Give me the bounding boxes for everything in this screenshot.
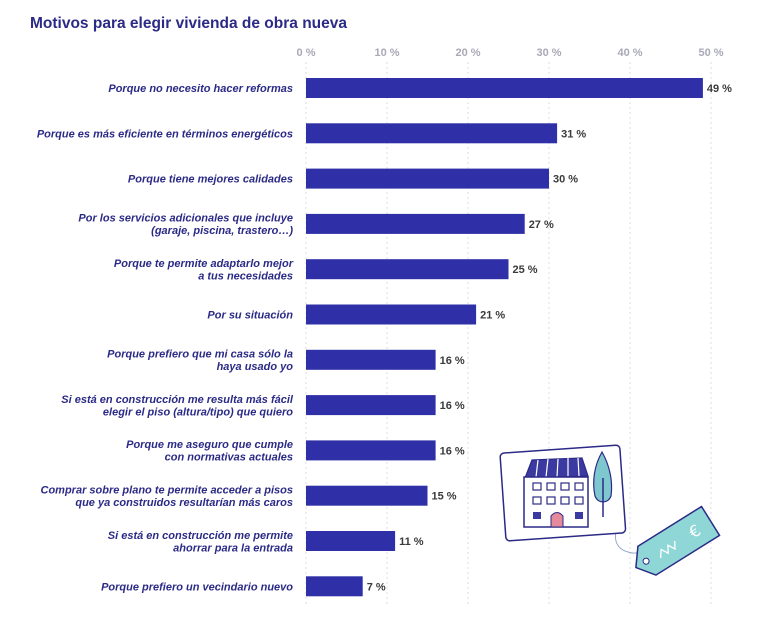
- value-label: 15 %: [432, 491, 457, 503]
- bar: [306, 78, 703, 98]
- price-tag-icon: [635, 505, 721, 576]
- bar: [306, 485, 428, 506]
- x-tick-label: 30 %: [536, 47, 561, 59]
- bar: [306, 440, 436, 461]
- category-label: a tus necesidades: [198, 270, 293, 282]
- value-label: 30 %: [553, 174, 578, 186]
- value-label: 16 %: [440, 445, 465, 457]
- category-label: Porque es más eficiente en términos ener…: [37, 128, 293, 140]
- x-tick-label: 50 %: [698, 47, 723, 59]
- category-label: Porque no necesito hacer reformas: [108, 83, 293, 95]
- category-label: (garaje, piscina, trastero…): [151, 225, 293, 237]
- bar: [306, 123, 558, 144]
- chart-title: Motivos para elegir vivienda de obra nue…: [30, 15, 347, 32]
- value-label: 31 %: [561, 128, 586, 140]
- x-tick-label: 10 %: [374, 47, 399, 59]
- category-label: con normativas actuales: [165, 452, 293, 464]
- door-icon: [550, 512, 564, 528]
- category-label: haya usado yo: [217, 361, 294, 373]
- value-label: 16 %: [440, 400, 465, 412]
- category-label: Comprar sobre plano te permite acceder a…: [41, 484, 293, 496]
- grid: [305, 62, 712, 604]
- bar: [306, 395, 436, 416]
- value-labels: 49 % 31 % 30 % 27 % 25 % 21 % 16 % 16 % 16 % 15 %…: [367, 83, 732, 593]
- x-tick-label: 20 %: [455, 47, 480, 59]
- category-label: Si está en construcción me resulta más f…: [61, 394, 294, 406]
- x-tick-label: 40 %: [617, 47, 642, 59]
- value-label: 27 %: [529, 219, 554, 231]
- value-label: 21 %: [480, 310, 505, 322]
- category-label: Por los servicios adicionales que incluy…: [78, 213, 293, 225]
- bar: [306, 349, 436, 370]
- category-label: Porque prefiero que mi casa sólo la: [107, 349, 293, 361]
- value-label: 49 %: [707, 83, 732, 95]
- value-label: 25 %: [513, 264, 538, 276]
- category-label: ahorrar para la entrada: [173, 542, 293, 554]
- bar: [306, 531, 396, 551]
- value-label: 16 %: [440, 355, 465, 367]
- house-price-tag-illustration: €: [499, 444, 721, 576]
- value-label: 11 %: [399, 536, 424, 548]
- category-label: elegir el piso (altura/tipo) que quiero: [103, 406, 293, 418]
- bars: [306, 78, 703, 597]
- category-label: Porque tiene mejores calidades: [128, 174, 293, 186]
- bar: [306, 168, 549, 189]
- bar: [306, 304, 477, 325]
- bar: [306, 259, 509, 280]
- category-label: Porque me aseguro que cumple: [126, 439, 293, 451]
- x-axis-ticks: 0 % 10 % 20 % 30 % 40 % 50 %: [297, 47, 724, 59]
- category-label: que ya construidos resultarían más caros: [75, 497, 293, 509]
- value-label: 7 %: [367, 581, 386, 593]
- category-label: Por su situación: [207, 310, 293, 322]
- category-label: Si está en construcción me permite: [108, 530, 293, 542]
- category-labels: Porque no necesito hacer reformas Porque …: [37, 83, 294, 593]
- bar: [306, 576, 363, 597]
- category-label: Porque te permite adaptarlo mejor: [114, 258, 294, 270]
- x-tick-label: 0 %: [297, 47, 316, 59]
- bar: [306, 213, 525, 234]
- category-label: Porque prefiero un vecindario nuevo: [101, 581, 293, 593]
